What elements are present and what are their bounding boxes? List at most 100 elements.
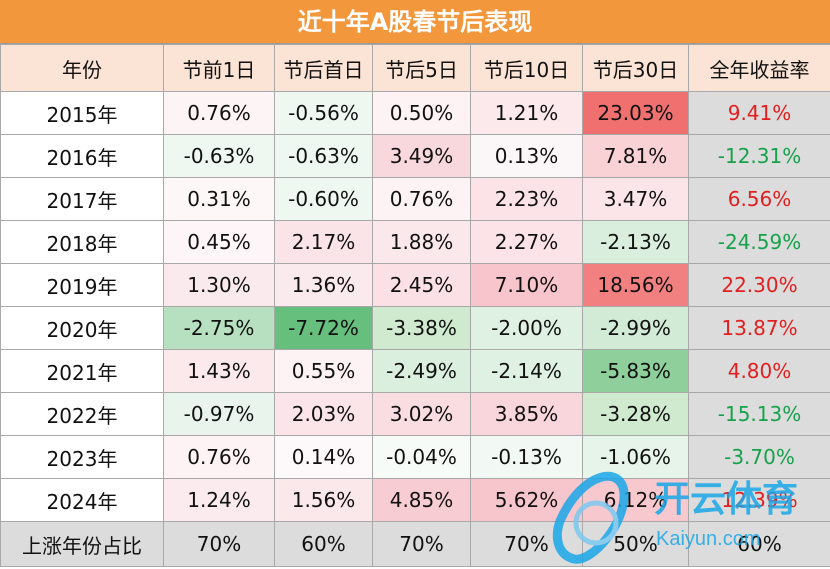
annual-return-cell: -12.31%: [688, 134, 830, 178]
return-cell: -2.00%: [470, 306, 583, 350]
return-cell: -3.28%: [582, 392, 689, 436]
return-cell: 2.45%: [372, 263, 471, 307]
table-row: 2024年 1.24% 1.56% 4.85% 5.62% 6.12% 12.39%: [0, 478, 830, 522]
return-cell: 0.76%: [163, 91, 275, 135]
annual-return-cell: -15.13%: [688, 392, 830, 436]
column-header: 年份: [0, 44, 164, 92]
table-title: 近十年A股春节后表现: [0, 0, 830, 44]
return-cell: -7.72%: [274, 306, 373, 350]
annual-return-cell: -24.59%: [688, 220, 830, 264]
return-cell: 23.03%: [582, 91, 689, 135]
return-cell: 7.10%: [470, 263, 583, 307]
return-cell: 0.45%: [163, 220, 275, 264]
return-cell: -2.75%: [163, 306, 275, 350]
return-cell: -3.38%: [372, 306, 471, 350]
annual-return-cell: 9.41%: [688, 91, 830, 135]
return-cell: 2.27%: [470, 220, 583, 264]
column-header: 节后5日: [372, 44, 471, 92]
return-cell: -0.63%: [274, 134, 373, 178]
column-header: 节后10日: [470, 44, 583, 92]
return-cell: -2.13%: [582, 220, 689, 264]
table-row: 2022年 -0.97% 2.03% 3.02% 3.85% -3.28% -15.13%: [0, 392, 830, 436]
summary-value: 60%: [274, 521, 373, 567]
return-cell: 2.23%: [470, 177, 583, 221]
year-cell: 2017年: [0, 177, 164, 221]
return-cell: 7.81%: [582, 134, 689, 178]
return-cell: 1.36%: [274, 263, 373, 307]
column-header: 节后30日: [582, 44, 689, 92]
summary-value: 50%: [582, 521, 689, 567]
return-cell: 1.56%: [274, 478, 373, 522]
return-cell: -2.49%: [372, 349, 471, 393]
table-row: 2020年 -2.75% -7.72% -3.38% -2.00% -2.99% 13.87…: [0, 306, 830, 350]
return-cell: 0.55%: [274, 349, 373, 393]
return-cell: 2.17%: [274, 220, 373, 264]
annual-return-cell: -3.70%: [688, 435, 830, 479]
returns-table: 年份 节前1日 节后首日 节后5日 节后10日 节后30日 全年收益率 2015年 0.76%…: [0, 44, 830, 567]
table-row: 2019年 1.30% 1.36% 2.45% 7.10% 18.56% 22.30%: [0, 263, 830, 307]
annual-return-cell: 4.80%: [688, 349, 830, 393]
table-row: 2018年 0.45% 2.17% 1.88% 2.27% -2.13% -24.59%: [0, 220, 830, 264]
table-row: 2015年 0.76% -0.56% 0.50% 1.21% 23.03% 9.41%: [0, 91, 830, 135]
annual-return-cell: 6.56%: [688, 177, 830, 221]
year-cell: 2019年: [0, 263, 164, 307]
annual-return-cell: 12.39%: [688, 478, 830, 522]
year-cell: 2020年: [0, 306, 164, 350]
return-cell: 0.76%: [372, 177, 471, 221]
year-cell: 2023年: [0, 435, 164, 479]
year-cell: 2015年: [0, 91, 164, 135]
return-cell: 6.12%: [582, 478, 689, 522]
return-cell: 3.02%: [372, 392, 471, 436]
return-cell: 1.24%: [163, 478, 275, 522]
column-header: 节前1日: [163, 44, 275, 92]
return-cell: -0.63%: [163, 134, 275, 178]
summary-value: 70%: [470, 521, 583, 567]
return-cell: 1.21%: [470, 91, 583, 135]
summary-label: 上涨年份占比: [0, 521, 164, 567]
year-cell: 2018年: [0, 220, 164, 264]
return-cell: -0.04%: [372, 435, 471, 479]
header-row: 年份 节前1日 节后首日 节后5日 节后10日 节后30日 全年收益率: [0, 44, 830, 92]
return-cell: -0.13%: [470, 435, 583, 479]
return-cell: -1.06%: [582, 435, 689, 479]
return-cell: 0.76%: [163, 435, 275, 479]
return-cell: 1.88%: [372, 220, 471, 264]
return-cell: -0.56%: [274, 91, 373, 135]
return-cell: 3.49%: [372, 134, 471, 178]
return-cell: 2.03%: [274, 392, 373, 436]
summary-value: 70%: [372, 521, 471, 567]
table-row: 2023年 0.76% 0.14% -0.04% -0.13% -1.06% -3.70%: [0, 435, 830, 479]
return-cell: -0.60%: [274, 177, 373, 221]
summary-row: 上涨年份占比 70% 60% 70% 70% 50% 60%: [0, 521, 830, 567]
return-cell: 1.43%: [163, 349, 275, 393]
table-row: 2021年 1.43% 0.55% -2.49% -2.14% -5.83% 4.80%: [0, 349, 830, 393]
column-header: 全年收益率: [688, 44, 830, 92]
year-cell: 2022年: [0, 392, 164, 436]
return-cell: 0.13%: [470, 134, 583, 178]
annual-return-cell: 22.30%: [688, 263, 830, 307]
annual-return-cell: 13.87%: [688, 306, 830, 350]
column-header: 节后首日: [274, 44, 373, 92]
return-cell: 4.85%: [372, 478, 471, 522]
return-cell: 0.14%: [274, 435, 373, 479]
return-cell: -0.97%: [163, 392, 275, 436]
return-cell: 18.56%: [582, 263, 689, 307]
summary-value: 60%: [688, 521, 830, 567]
summary-value: 70%: [163, 521, 275, 567]
return-cell: 1.30%: [163, 263, 275, 307]
return-cell: 3.47%: [582, 177, 689, 221]
table-row: 2016年 -0.63% -0.63% 3.49% 0.13% 7.81% -12.31%: [0, 134, 830, 178]
return-cell: -2.99%: [582, 306, 689, 350]
return-cell: -5.83%: [582, 349, 689, 393]
return-cell: 0.50%: [372, 91, 471, 135]
year-cell: 2021年: [0, 349, 164, 393]
return-cell: 3.85%: [470, 392, 583, 436]
table-body: 2015年 0.76% -0.56% 0.50% 1.21% 23.03% 9.41% 201…: [0, 91, 830, 567]
return-cell: 0.31%: [163, 177, 275, 221]
year-cell: 2024年: [0, 478, 164, 522]
return-cell: 5.62%: [470, 478, 583, 522]
table-row: 2017年 0.31% -0.60% 0.76% 2.23% 3.47% 6.56%: [0, 177, 830, 221]
year-cell: 2016年: [0, 134, 164, 178]
return-cell: -2.14%: [470, 349, 583, 393]
